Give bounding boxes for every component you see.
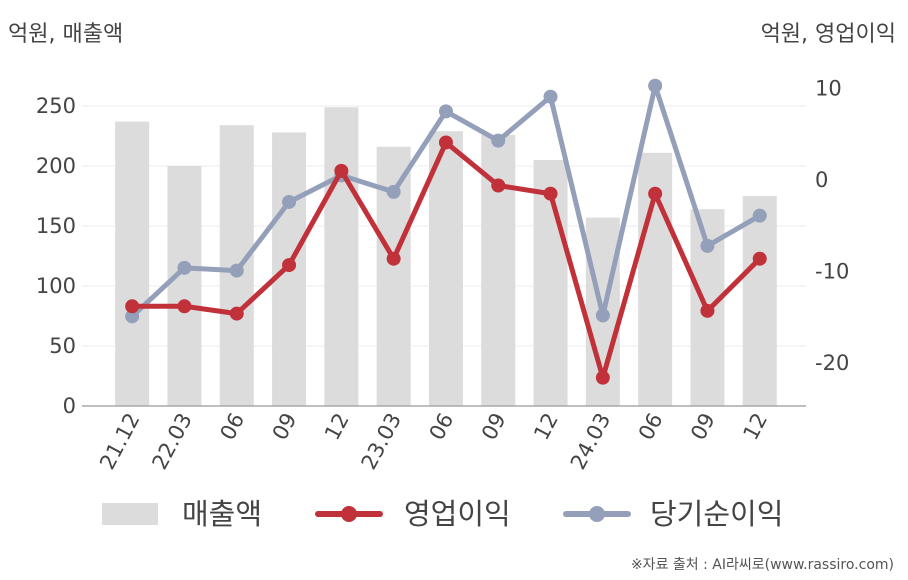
- left-tick-label: 150: [36, 214, 76, 238]
- x-tick-label: 12: [738, 409, 772, 444]
- revenue-bar: [115, 121, 150, 406]
- operating-profit-point: [648, 186, 663, 201]
- x-tick-label: 06: [634, 409, 668, 444]
- legend-label-revenue: 매출액: [182, 497, 262, 531]
- operating-profit-point: [595, 370, 610, 385]
- operating-profit-point: [282, 258, 297, 273]
- left-tick-label: 50: [49, 334, 76, 358]
- right-axis-unit: 억원, 영업이익: [760, 22, 896, 47]
- net-profit-point: [648, 78, 663, 93]
- legend: 매출액 영업이익 당기순이익: [102, 497, 783, 531]
- net-profit-point: [229, 263, 244, 278]
- left-tick-label: 0: [63, 394, 76, 418]
- x-tick-label: 24.03: [566, 409, 615, 473]
- legend-label-operating: 영업이익: [404, 497, 511, 531]
- right-tick-label: 0: [815, 168, 828, 192]
- x-tick-label: 09: [686, 409, 720, 444]
- profit-lines: [125, 78, 767, 385]
- operating-profit-point: [229, 306, 244, 321]
- net-profit-point: [177, 260, 192, 275]
- net-profit-point: [386, 184, 401, 199]
- right-tick-label: -20: [815, 351, 849, 375]
- revenue-bars: [115, 107, 777, 407]
- net-profit-point: [282, 194, 297, 209]
- operating-profit-point: [752, 251, 767, 266]
- operating-profit-point: [700, 303, 715, 318]
- net-profit-point: [543, 89, 558, 104]
- legend-swatch-revenue: [102, 503, 158, 525]
- x-tick-label: 12: [529, 409, 563, 444]
- legend-marker-net: [589, 506, 605, 522]
- x-tick-label: 06: [215, 409, 249, 444]
- operating-profit-point: [177, 299, 192, 314]
- operating-profit-point: [438, 135, 453, 150]
- right-tick-label: -10: [815, 260, 849, 284]
- legend-label-net: 당기순이익: [650, 497, 783, 531]
- x-tick-label: 09: [477, 409, 511, 444]
- left-tick-label: 200: [36, 154, 76, 178]
- operating-profit-point: [386, 251, 401, 266]
- net-profit-point: [125, 309, 140, 324]
- left-axis-unit: 억원, 매출액: [8, 22, 124, 47]
- left-tick-label: 100: [36, 274, 76, 298]
- revenue-bar: [428, 131, 463, 406]
- x-tick-label: 06: [425, 409, 459, 444]
- net-profit-point: [700, 238, 715, 253]
- net-profit-point: [595, 308, 610, 323]
- operating-profit-point: [125, 299, 140, 314]
- revenue-bar: [742, 196, 777, 406]
- left-tick-label: 250: [36, 94, 76, 118]
- x-tick-label: 21.12: [95, 409, 144, 473]
- operating-profit-point: [334, 163, 349, 178]
- operating-profit-point: [543, 186, 558, 201]
- net-profit-point: [491, 133, 506, 148]
- x-tick-label: 23.03: [357, 409, 406, 473]
- net-profit-point: [438, 104, 453, 119]
- revenue-bar: [167, 166, 202, 406]
- revenue-bar: [324, 107, 359, 406]
- x-tick-label: 22.03: [147, 409, 196, 473]
- source-note: ※자료 출처 : AI라씨로(www.rassiro.com): [630, 557, 894, 573]
- x-tick-label: 12: [320, 409, 354, 444]
- x-tick-label: 09: [268, 409, 302, 444]
- net-profit-point: [752, 208, 767, 223]
- right-tick-label: 10: [815, 77, 842, 101]
- legend-marker-operating: [341, 506, 357, 522]
- operating-profit-point: [491, 178, 506, 193]
